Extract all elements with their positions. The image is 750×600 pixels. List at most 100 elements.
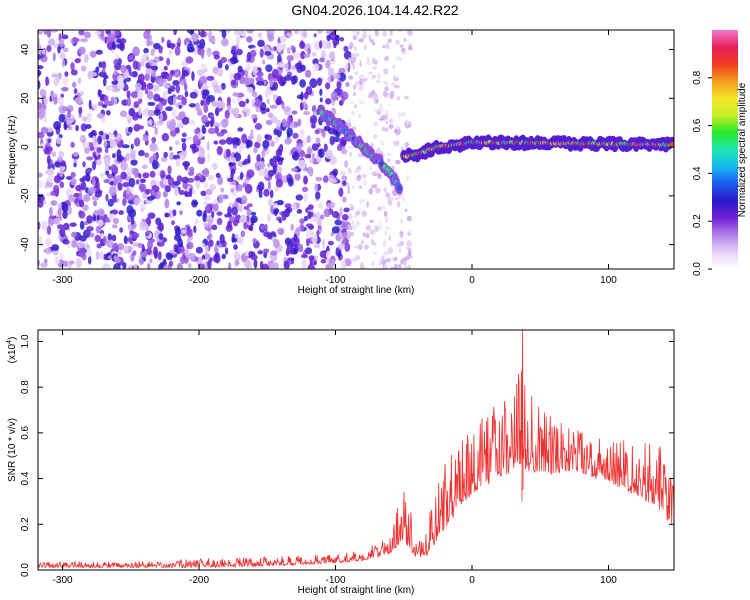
spectrogram-noise-cell xyxy=(402,257,406,262)
spectrogram-noise-cell xyxy=(350,30,355,33)
spectrogram-noise-cell xyxy=(78,192,83,201)
spectrogram-noise-cell xyxy=(383,80,387,84)
spectrogram-noise-cell xyxy=(356,175,362,182)
spectrogram-noise-cell xyxy=(149,258,153,264)
spectrogram-noise-cell xyxy=(161,36,165,43)
spectrogram-noise-cell xyxy=(310,211,314,217)
spectrogram-noise-cell xyxy=(314,129,320,135)
spectrogram-noise-cell xyxy=(164,198,170,209)
spectrogram-noise-cell xyxy=(270,250,278,256)
spectrogram-noise-cell xyxy=(43,114,48,124)
spectrogram-noise-cell xyxy=(185,56,194,64)
spectrogram-noise-cell xyxy=(387,200,393,206)
spectrogram-noise-cell xyxy=(105,110,111,116)
spectrogram-noise-cell xyxy=(319,97,323,103)
spectrogram-noise-cell xyxy=(265,119,273,126)
spectrogram-noise-cell xyxy=(309,158,314,164)
spectrogram-noise-cell xyxy=(117,74,125,83)
spectrogram-noise-cell xyxy=(305,223,313,228)
spectrogram-noise-cell xyxy=(293,244,299,255)
spectrogram-noise-cell xyxy=(255,107,261,113)
spectrogram-noise-cell xyxy=(363,179,367,187)
spectrogram-noise-cell xyxy=(376,79,381,84)
spectrogram-noise-cell xyxy=(144,152,150,158)
spectrogram-noise-cell xyxy=(181,96,187,106)
spectrogram-noise-cell xyxy=(128,177,136,188)
spectrogram-noise-cell xyxy=(394,85,400,89)
spectrogram-noise-cell xyxy=(382,45,386,49)
spectrogram-noise-cell xyxy=(246,51,252,62)
spectrogram-noise-cell xyxy=(307,263,316,269)
spectrogram-noise-cell xyxy=(63,47,69,53)
spectrogram-noise-cell xyxy=(292,151,300,161)
spectrogram-noise-cell xyxy=(306,147,313,155)
spectrogram-noise-cell xyxy=(361,210,367,218)
spectrogram-noise-cell xyxy=(176,120,183,129)
spectrogram-noise-cell xyxy=(233,244,238,250)
spectrogram-noise-cell xyxy=(299,30,308,39)
spectrogram-noise-cell xyxy=(208,218,213,228)
spectrogram-noise-cell xyxy=(283,260,290,269)
spectrogram-noise-cell xyxy=(237,65,243,73)
spectrogram-noise-cell xyxy=(227,220,233,230)
spectrogram-noise-cell xyxy=(70,61,75,71)
spectrogram-noise-cell xyxy=(102,262,111,269)
spectrogram-noise-cell xyxy=(337,143,343,152)
spectrogram-noise-cell xyxy=(120,161,128,171)
spectrogram-noise-cell xyxy=(59,252,64,259)
spectrogram-noise-cell xyxy=(201,114,208,124)
spectrogram-noise-cell xyxy=(232,98,236,104)
spectrogram-noise-cell xyxy=(132,60,139,70)
spectrogram-noise-cell xyxy=(299,102,304,111)
spectrogram-noise-cell xyxy=(316,217,322,227)
spectrogram-noise-cell xyxy=(186,227,193,238)
spectrogram-noise-cell xyxy=(200,99,204,107)
spectrogram-noise-cell xyxy=(243,205,250,210)
spectrogram-noise-cell xyxy=(178,245,185,253)
spectrogram-noise-cell xyxy=(363,30,367,33)
spectrogram-noise-cell xyxy=(97,101,104,107)
spectrogram-noise-cell xyxy=(44,97,48,106)
spectrogram-noise-cell xyxy=(67,194,76,203)
spectrogram-noise-cell xyxy=(119,42,125,52)
spectrogram-noise-cell xyxy=(40,142,45,150)
spectrogram-noise-cell xyxy=(61,202,68,213)
spectrogram-noise-cell xyxy=(249,77,255,86)
spectrogram-noise-cell xyxy=(80,38,88,43)
spectrogram-noise-cell xyxy=(293,30,300,35)
spectrogram-noise-cell xyxy=(196,107,202,113)
spectrogram-noise-cell xyxy=(99,172,106,178)
spectrogram-noise-cell xyxy=(246,203,253,208)
spectrogram-noise-cell xyxy=(114,257,121,263)
spectrogram-noise-cell xyxy=(354,71,359,76)
snr-y-label: SNR (10 * v/v) xyxy=(7,418,18,482)
spectrogram-noise-cell xyxy=(38,65,44,70)
spectrogram-noise-cell xyxy=(315,191,321,200)
spectrogram-noise-cell xyxy=(366,200,369,208)
spectrogram-noise-cell xyxy=(221,30,227,39)
snr-frame xyxy=(37,329,675,571)
spectrogram-noise-cell xyxy=(329,135,336,146)
spectrogram-noise-cell xyxy=(305,86,313,96)
spectrogram-noise-cell xyxy=(309,78,318,89)
spectrogram-noise-cell xyxy=(116,155,125,162)
spectrogram-noise-cell xyxy=(344,63,349,70)
spectrogram-noise-cell xyxy=(295,62,303,70)
spectrogram-noise-cell xyxy=(162,178,167,185)
spectrogram-noise-cell xyxy=(313,41,321,51)
spectrogram-noise-cell xyxy=(238,30,247,37)
spectrogram-noise-cell xyxy=(160,156,168,163)
spectrogram-noise-cell xyxy=(226,96,231,105)
spectrogram-noise-cell xyxy=(383,264,388,269)
spectrogram-noise-cell xyxy=(352,224,357,231)
spectrogram-noise-cell xyxy=(248,251,253,257)
spectrogram-noise-cell xyxy=(111,224,118,229)
spectrogram-noise-cell xyxy=(204,201,208,207)
spectrogram-noise-cell xyxy=(294,172,301,181)
spectrogram-noise-cell xyxy=(230,168,236,175)
spectrogram-noise-cell xyxy=(150,48,155,56)
spectrogram-noise-cell xyxy=(347,56,352,63)
colorbar-tick-label: 0.6 xyxy=(692,118,703,132)
spectrogram-noise-cell xyxy=(291,167,298,173)
spectrogram-noise-cell xyxy=(69,260,75,265)
